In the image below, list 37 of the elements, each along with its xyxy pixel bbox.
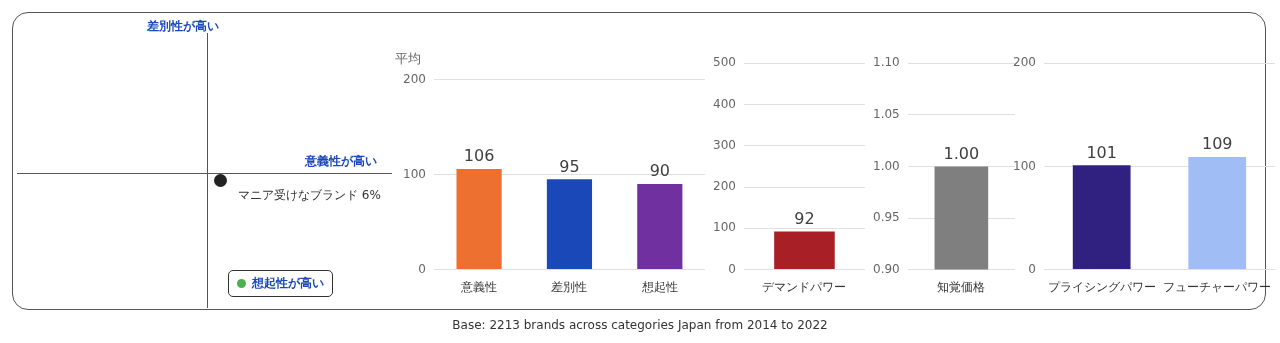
y-tick-label: 1.05: [873, 106, 900, 121]
y-tick-label: 100: [1013, 158, 1036, 173]
x-tick-label: 差別性: [551, 279, 588, 294]
y-tick-label: 300: [713, 137, 736, 152]
data-label: 92: [794, 208, 815, 228]
x-tick-label: フューチャーパワー: [1163, 279, 1272, 294]
text: Base: 2213 brands across categories Japan from 2014 to 2022: [452, 318, 828, 332]
chart-title: 平均: [395, 51, 421, 67]
y-tick-label: 200: [713, 179, 736, 194]
x-tick-label: 想起性: [640, 279, 678, 294]
x-tick-label: デマンドパワー: [762, 279, 847, 294]
data-label: 109: [1201, 134, 1233, 154]
text: 意義性が高い: [305, 153, 377, 170]
y-tick-label: 0.95: [873, 210, 900, 225]
x-tick-label: 知覚価格: [937, 279, 986, 294]
x-tick-label: 意義性: [460, 279, 498, 294]
y-tick-label: 100: [403, 166, 426, 181]
y-tick-label: 200: [1013, 55, 1036, 70]
y-tick-label: 400: [713, 96, 736, 111]
data-label: 95: [559, 156, 580, 176]
y-tick-label: 100: [713, 220, 736, 235]
x-tick-label: プライシングパワー: [1047, 279, 1156, 294]
text: 差別性が高い: [147, 18, 219, 35]
y-tick-label: 200: [403, 71, 426, 86]
y-tick-label: 1.10: [873, 55, 900, 70]
y-tick-label: 0: [1028, 261, 1036, 276]
y-tick-label: 0: [728, 261, 736, 276]
data-label: 1.00: [943, 143, 980, 163]
data-label: 101: [1086, 142, 1117, 162]
y-tick-label: 1.00: [873, 158, 900, 173]
text: マニア受けなブランド 6%: [238, 187, 381, 204]
text: 想起性が高い: [252, 275, 324, 292]
data-label: 106: [463, 146, 495, 166]
y-tick-label: 0.90: [873, 261, 900, 276]
data-label: 90: [649, 161, 670, 181]
y-tick-label: 500: [713, 55, 736, 70]
y-tick-label: 0: [418, 261, 426, 276]
